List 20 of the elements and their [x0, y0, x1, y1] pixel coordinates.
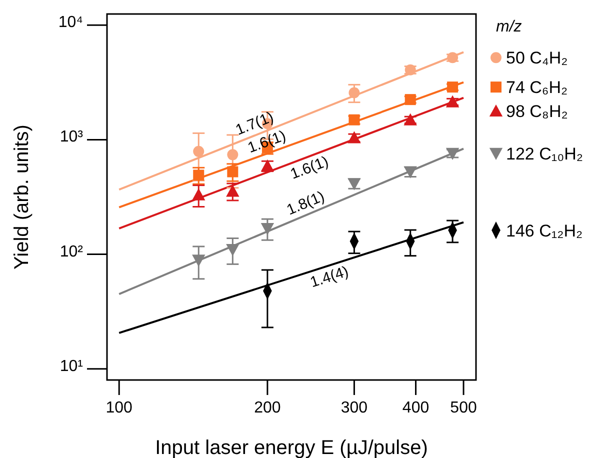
legend-title: m/z: [496, 18, 522, 36]
y-axis-title: Yield (arb. units): [11, 124, 33, 270]
legend-label: 122 C₁₀H₂: [506, 144, 584, 164]
x-tick-label: 500: [450, 399, 477, 416]
legend-label: 98 C₈H₂: [506, 102, 568, 122]
annotation: 1.8(1): [284, 188, 328, 219]
x-tick-label: 400: [402, 399, 430, 416]
y-tick-label: 10⁴: [58, 14, 84, 32]
y-tick-label: 10²: [60, 243, 84, 260]
y-tick-label: 10³: [60, 128, 84, 146]
x-tick-label: 100: [106, 399, 133, 416]
legend-label: 74 C₆H₂: [506, 78, 568, 98]
annotation: 1.4(4): [308, 263, 351, 292]
x-tick-label: 300: [340, 399, 368, 416]
x-tick-label: 200: [254, 399, 281, 416]
legend-label: 146 C₁₂H₂: [506, 221, 583, 240]
annotation: 1.6(1): [288, 153, 331, 183]
legend-label: 50 C₄H₂: [506, 48, 568, 68]
y-tick-label: 10¹: [60, 358, 83, 375]
x-axis-title: Input laser energy E (µJ/pulse): [155, 437, 428, 458]
